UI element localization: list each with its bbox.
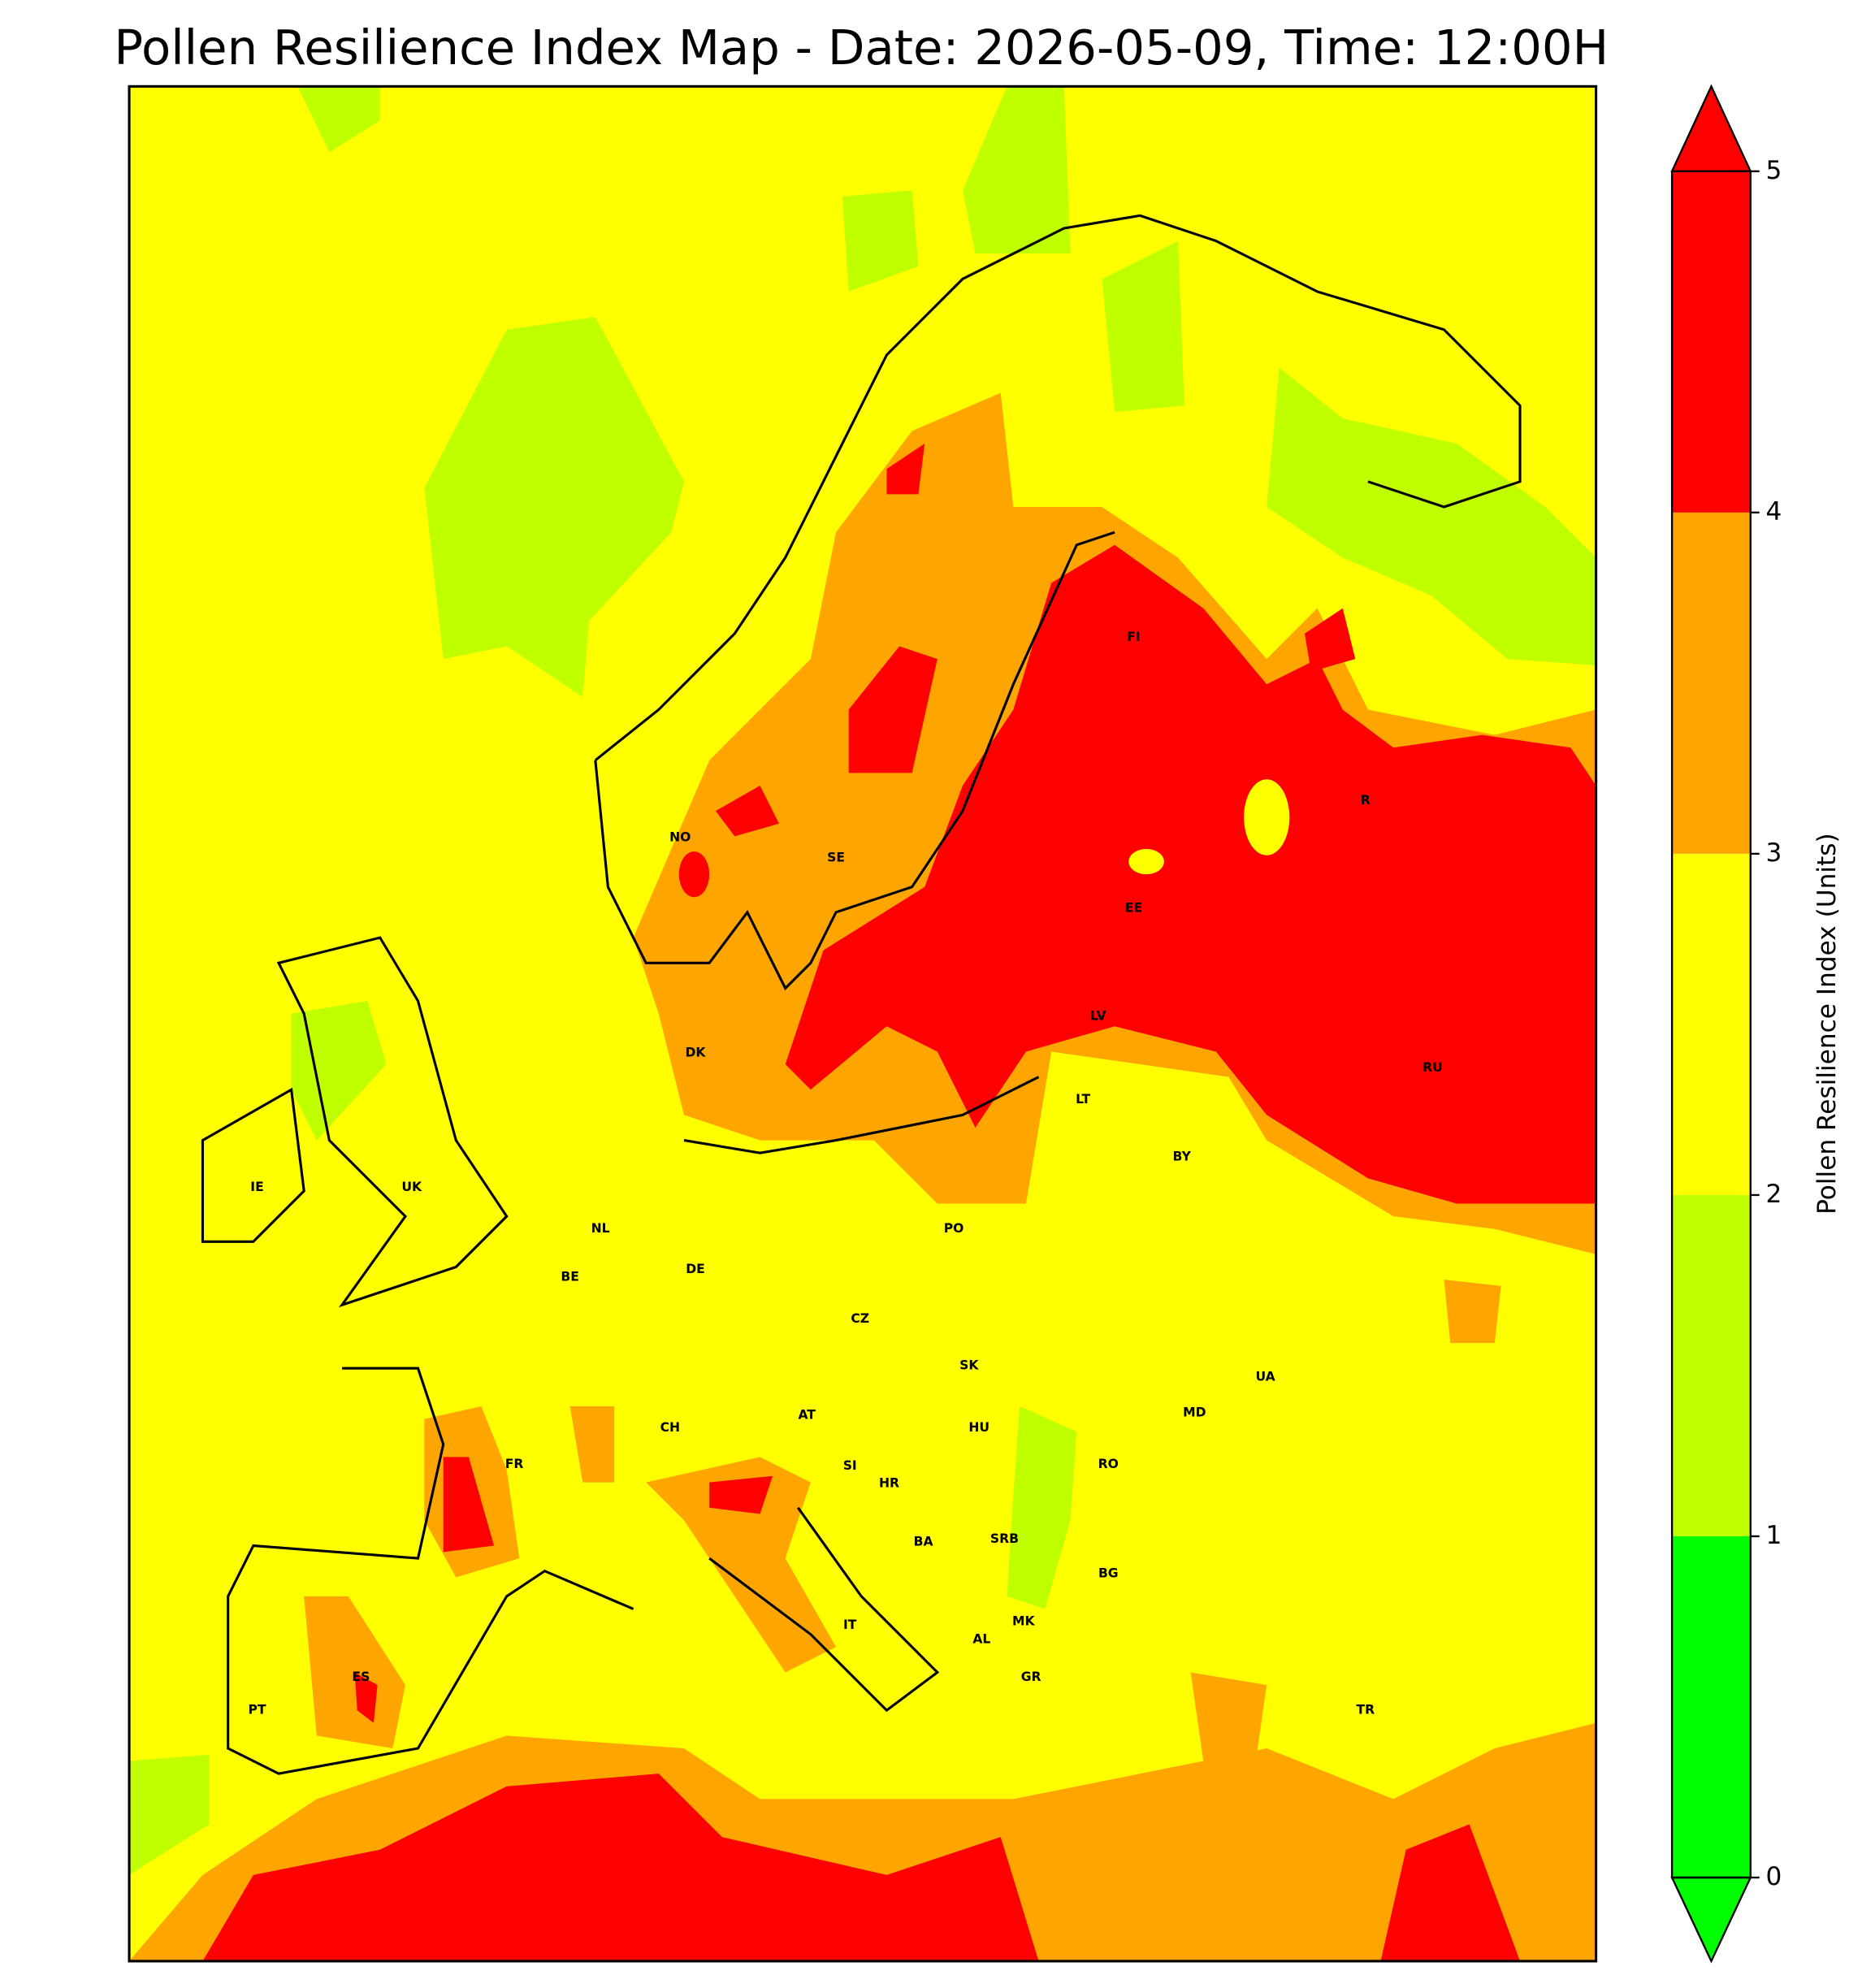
country-label: NO xyxy=(669,829,691,844)
zone-green xyxy=(129,86,1596,1875)
country-label: AT xyxy=(798,1407,816,1422)
country-label: SI xyxy=(843,1458,857,1473)
colorbar-extend-low xyxy=(1670,1876,1752,1964)
colorbar-frame xyxy=(1670,170,1752,1879)
country-label: UK xyxy=(401,1180,422,1194)
colorbar: 0 1 2 3 4 5 xyxy=(1670,84,1782,1964)
colorbar-tick-label: 2 xyxy=(1766,1180,1782,1209)
colorbar-tick-label: 5 xyxy=(1766,156,1782,185)
country-label: SK xyxy=(959,1358,979,1373)
country-label: HU xyxy=(968,1420,989,1435)
country-label: UA xyxy=(1256,1370,1275,1384)
country-label: PO xyxy=(944,1221,964,1236)
zone-red xyxy=(202,444,1596,1961)
colorbar-segment xyxy=(1672,1194,1751,1536)
colorbar-segment xyxy=(1672,171,1751,513)
country-label: IT xyxy=(843,1618,857,1632)
colorbar-extend-high xyxy=(1670,84,1752,172)
country-label: SE xyxy=(827,850,845,864)
colorbar-segment xyxy=(1672,1535,1751,1878)
colorbar-segment xyxy=(1672,853,1751,1195)
map-title: Pollen Resilience Index Map - Date: 2026… xyxy=(114,19,1609,76)
country-label: MK xyxy=(1012,1614,1036,1629)
country-label: NL xyxy=(591,1221,610,1236)
country-label: HR xyxy=(879,1476,899,1491)
country-label: LV xyxy=(1090,1008,1106,1023)
colorbar-tick-label: 3 xyxy=(1766,838,1782,868)
map-frame xyxy=(128,84,1598,1963)
country-label: SRB xyxy=(990,1531,1019,1546)
country-label: AL xyxy=(972,1631,990,1646)
country-label: TR xyxy=(1356,1703,1375,1717)
colorbar-segment xyxy=(1672,512,1751,854)
colorbar-label: Pollen Resilience Index (Units) xyxy=(1812,833,1842,1214)
country-label: FR xyxy=(505,1457,524,1471)
country-label: CH xyxy=(660,1420,680,1435)
coastline xyxy=(201,214,1522,1775)
country-label: BE xyxy=(561,1269,579,1284)
country-label: LT xyxy=(1076,1092,1090,1107)
country-label: DE xyxy=(686,1262,705,1276)
country-label: MD xyxy=(1183,1405,1206,1419)
colorbar-tick-label: 0 xyxy=(1766,1862,1782,1891)
country-label: BA xyxy=(914,1534,933,1548)
country-label: EE xyxy=(1125,901,1142,916)
country-label: R xyxy=(1361,793,1371,808)
country-label: PT xyxy=(248,1703,266,1717)
country-label: BY xyxy=(1173,1149,1192,1163)
country-label: BG xyxy=(1098,1566,1119,1580)
country-labels: NO SE FI EE LV LT RU R BY DK IE UK NL BE DE PO CZ SK UA AT C… xyxy=(248,630,1442,1717)
country-label: GR xyxy=(1021,1670,1041,1684)
colorbar-tick-label: 4 xyxy=(1766,497,1782,526)
zone-yellow xyxy=(1128,779,1290,875)
map-field: NO SE FI EE LV LT RU R BY DK IE UK NL BE DE PO CZ SK UA AT C… xyxy=(129,86,1596,1961)
country-label: RO xyxy=(1098,1457,1119,1471)
country-label: RU xyxy=(1422,1060,1443,1075)
colorbar-tick-label: 1 xyxy=(1766,1521,1782,1550)
country-label: IE xyxy=(250,1180,263,1194)
country-label: DK xyxy=(685,1046,706,1060)
country-label: CZ xyxy=(851,1311,869,1326)
country-label: FI xyxy=(1127,630,1140,644)
country-label: ES xyxy=(352,1670,370,1684)
